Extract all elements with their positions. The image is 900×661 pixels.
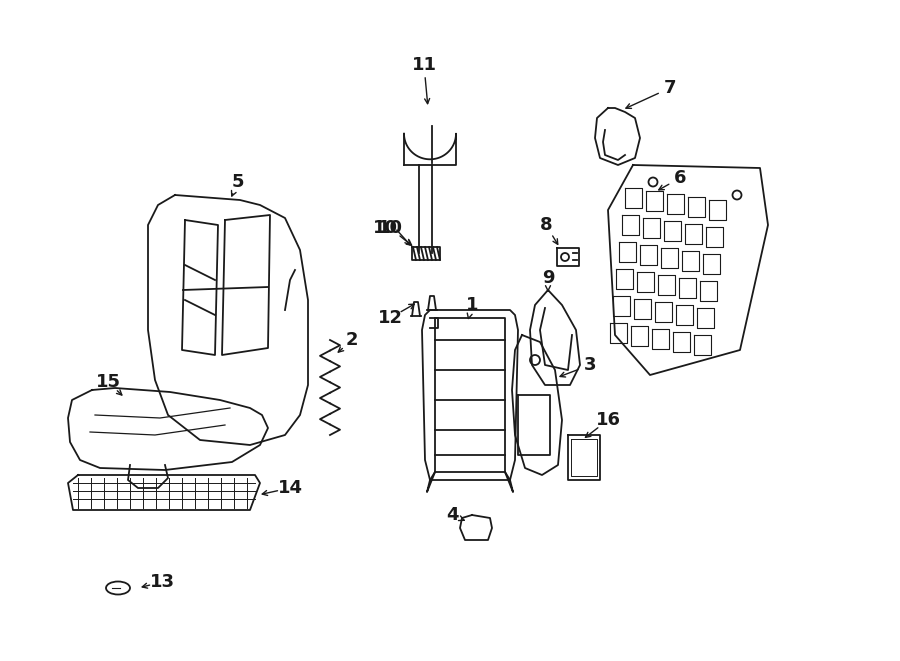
Text: 7: 7 (664, 79, 676, 97)
Text: 10: 10 (373, 219, 398, 237)
Ellipse shape (530, 355, 540, 365)
Text: 16: 16 (596, 411, 620, 429)
Text: 3: 3 (584, 356, 596, 374)
Text: 8: 8 (540, 216, 553, 234)
Text: 10: 10 (377, 219, 402, 237)
Ellipse shape (106, 582, 130, 594)
Text: 14: 14 (277, 479, 302, 497)
Text: 5: 5 (232, 173, 244, 191)
Text: 11: 11 (411, 56, 436, 74)
Text: 13: 13 (149, 573, 175, 591)
Text: 2: 2 (346, 331, 358, 349)
Ellipse shape (649, 178, 658, 186)
Text: 12: 12 (377, 309, 402, 327)
Ellipse shape (733, 190, 742, 200)
Text: 1: 1 (466, 296, 478, 314)
Ellipse shape (561, 253, 569, 261)
Text: 6: 6 (674, 169, 686, 187)
Text: 15: 15 (95, 373, 121, 391)
Text: 9: 9 (542, 269, 554, 287)
Text: 4: 4 (446, 506, 458, 524)
